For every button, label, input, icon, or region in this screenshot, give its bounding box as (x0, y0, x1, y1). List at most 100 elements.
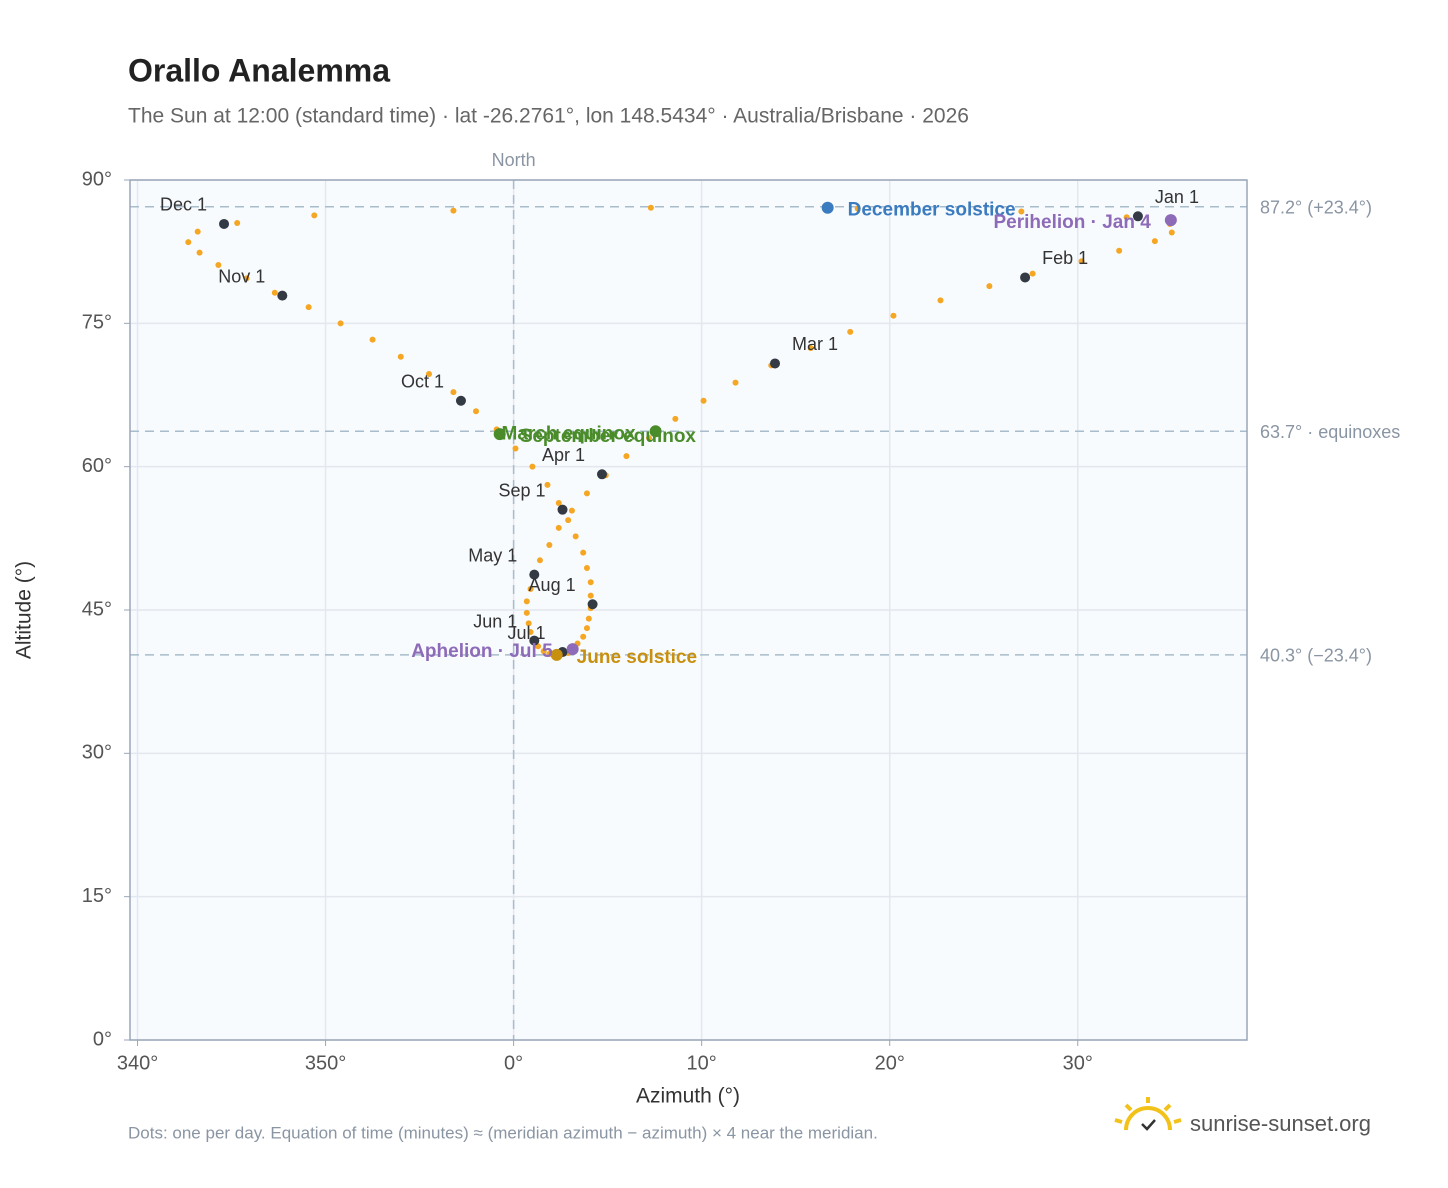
daily-dot (305, 304, 312, 311)
event-label: Aphelion · Jul 5 (411, 641, 553, 662)
month-label: Jul 1 (507, 623, 545, 643)
daily-dot (646, 435, 653, 441)
brand: sunrise-sunset.org (1190, 1111, 1371, 1136)
daily-dot (587, 579, 594, 586)
meridian-label: North (492, 150, 536, 170)
daily-dot (732, 379, 739, 386)
x-tick-label: 0° (504, 1052, 523, 1074)
daily-dot (847, 328, 854, 335)
month-label: Sep 1 (498, 480, 545, 500)
daily-dot (529, 463, 536, 470)
daily-dot (585, 615, 592, 622)
month-marker (219, 218, 230, 229)
daily-dot (583, 625, 590, 632)
daily-dot (1018, 208, 1025, 215)
reference-label: 63.7° · equinoxes (1260, 422, 1400, 442)
y-tick-label: 75° (82, 312, 112, 334)
daily-dot (1168, 229, 1175, 236)
y-tick-label: 45° (82, 598, 112, 620)
daily-dot (234, 220, 241, 226)
daily-dot (583, 490, 590, 497)
y-tick-label: 0° (93, 1028, 112, 1050)
month-marker (455, 395, 466, 406)
daily-dot (243, 275, 250, 282)
event-label: September equinox (520, 426, 697, 447)
daily-dot (580, 549, 587, 556)
event-label: June solstice (577, 647, 697, 668)
daily-dot (1029, 270, 1036, 277)
daily-dot (700, 397, 707, 404)
daily-dot (1123, 214, 1130, 221)
event-label: March equinox (502, 423, 637, 444)
month-label: Dec 1 (160, 195, 207, 215)
x-tick-label: 350° (305, 1052, 346, 1074)
daily-dot (397, 353, 404, 360)
daily-dot (937, 297, 944, 304)
daily-dot (525, 620, 532, 627)
daily-dot (523, 598, 530, 605)
daily-dot (450, 389, 457, 396)
month-marker (277, 290, 288, 301)
daily-dot (565, 517, 572, 524)
month-label: Apr 1 (542, 445, 585, 465)
month-label: Jun 1 (473, 611, 517, 631)
daily-dot (555, 524, 562, 531)
daily-dot (572, 533, 579, 540)
x-axis-label: Azimuth (°) (636, 1085, 740, 1108)
daily-dot (580, 633, 587, 640)
chart-subtitle: The Sun at 12:00 (standard time) · lat -… (128, 105, 969, 128)
daily-dot (527, 585, 534, 592)
daily-dot (540, 648, 547, 655)
month-label: Feb 1 (1042, 248, 1088, 268)
y-tick-label: 60° (82, 455, 112, 477)
daily-dot (672, 415, 679, 422)
daily-dot (473, 408, 480, 415)
daily-dot (568, 507, 575, 514)
daily-dot (337, 320, 344, 327)
daily-dot (807, 345, 814, 352)
daily-dot (512, 445, 519, 452)
event-marker (493, 428, 506, 441)
daily-dot (986, 283, 993, 290)
month-label: Oct 1 (401, 371, 444, 391)
daily-dot (271, 289, 278, 296)
x-tick-label: 340° (117, 1052, 158, 1074)
daily-dot (196, 249, 203, 256)
daily-dot (583, 564, 590, 571)
daily-dot (854, 205, 861, 212)
daily-dot (647, 204, 654, 211)
month-marker (529, 635, 540, 646)
month-marker (1132, 211, 1143, 222)
daily-dot (194, 228, 201, 235)
month-label: May 1 (468, 545, 517, 565)
month-marker (529, 569, 540, 580)
daily-dot (523, 609, 530, 616)
daily-dot (215, 262, 222, 269)
event-marker (649, 425, 662, 438)
event-marker (821, 201, 834, 214)
month-marker (557, 504, 568, 515)
month-marker (587, 599, 598, 610)
x-tick-label: 20° (875, 1052, 905, 1074)
daily-dot (544, 481, 551, 488)
brand-logo (1114, 1097, 1182, 1131)
month-label: Mar 1 (792, 334, 838, 354)
event-label: December solstice (848, 200, 1016, 221)
event-label: Perihelion · Jan 4 (994, 212, 1152, 233)
month-label: Nov 1 (218, 266, 265, 286)
month-marker (596, 469, 607, 480)
grid (130, 179, 1247, 1041)
daily-dot (555, 499, 562, 506)
y-tick-label: 15° (82, 885, 112, 907)
event-marker (550, 648, 563, 661)
month-marker (770, 358, 781, 369)
daily-dot (311, 212, 318, 219)
y-tick-label: 30° (82, 742, 112, 764)
daily-dot (369, 336, 376, 343)
month-label: Aug 1 (529, 575, 576, 595)
reference-label: 40.3° (−23.4°) (1260, 646, 1372, 666)
daily-dot (425, 370, 432, 377)
daily-dot (1078, 258, 1085, 265)
